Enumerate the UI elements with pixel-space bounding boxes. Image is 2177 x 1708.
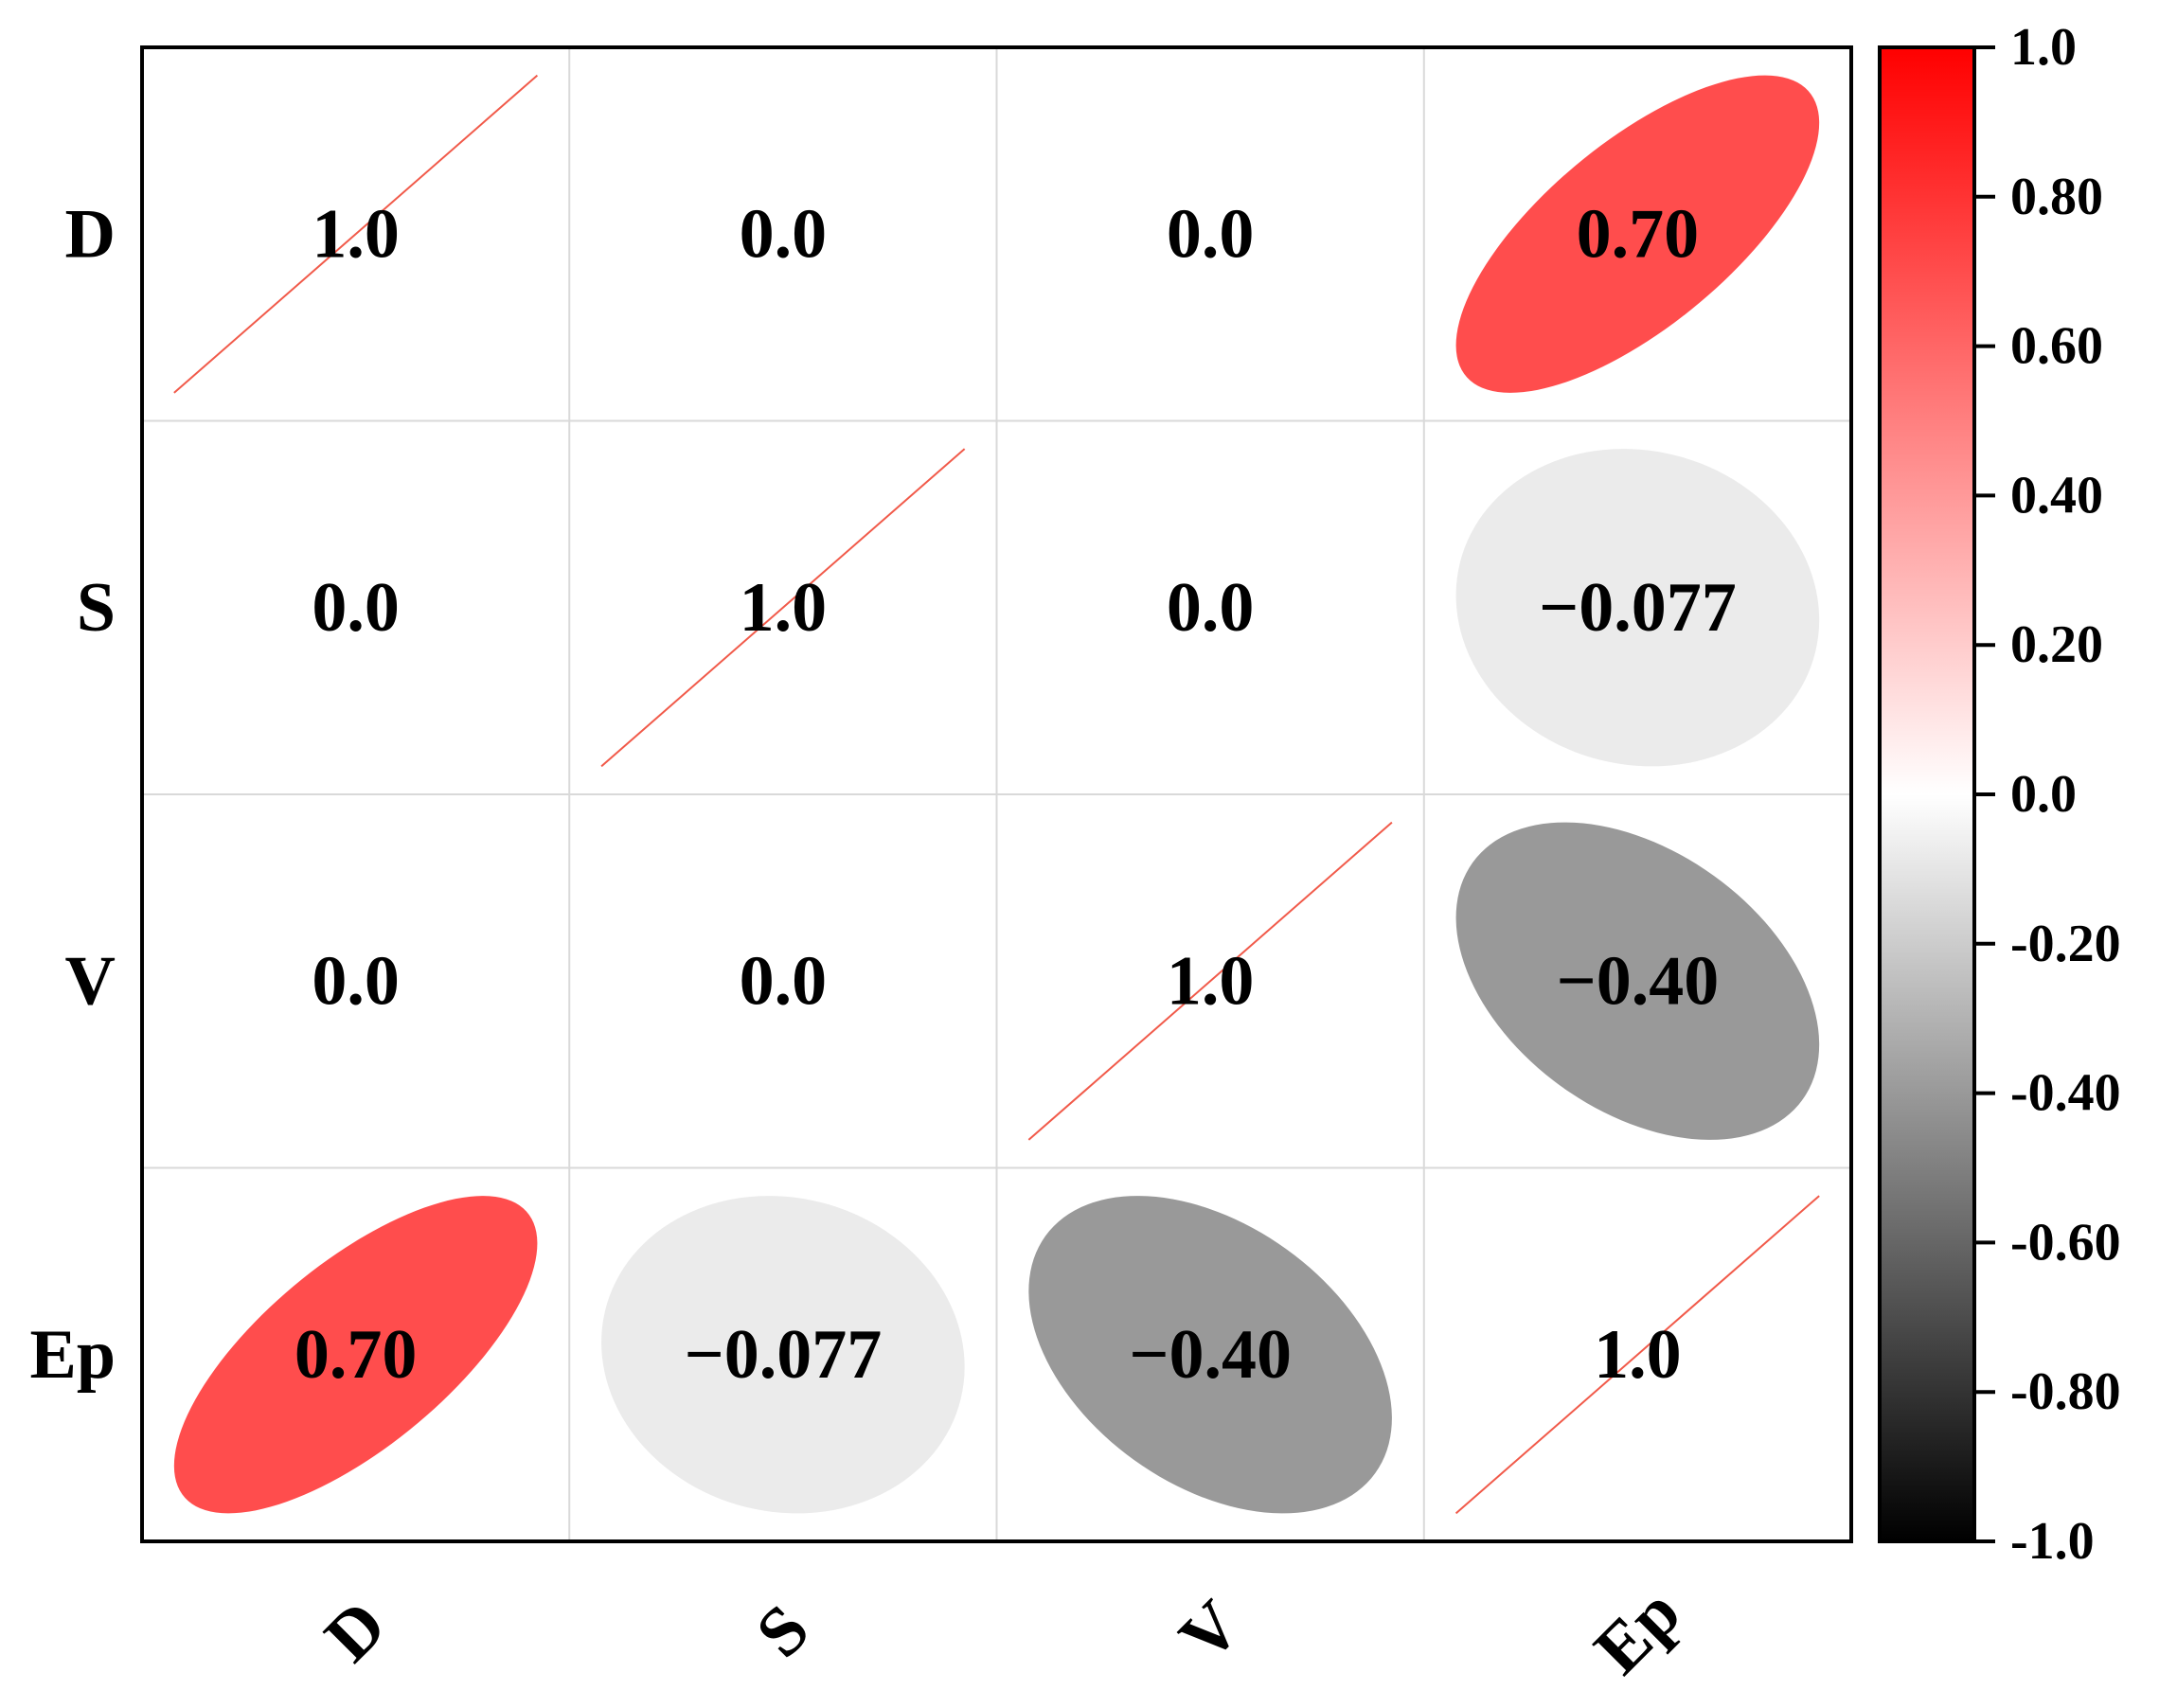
cell-value-label: 1.0 — [740, 569, 828, 647]
row-label: V — [65, 942, 116, 1020]
correlation-ellipse — [1028, 1196, 1392, 1514]
correlation-ellipse-group — [1455, 75, 1820, 393]
colorbar-tick-label: -0.20 — [2010, 915, 2121, 973]
plot-border — [140, 45, 1853, 1543]
cell-value-label: 0.70 — [1577, 195, 1700, 273]
colorbar-tick-label: -0.40 — [2010, 1064, 2121, 1123]
correlation-line — [1027, 821, 1393, 1141]
cell-value-label: 0.0 — [1167, 195, 1255, 273]
correlation-line — [173, 74, 539, 394]
row-label: S — [77, 569, 116, 647]
correlation-ellipse — [173, 1196, 538, 1514]
row-label: Ep — [29, 1316, 116, 1394]
correlation-ellipse — [1455, 822, 1820, 1140]
colorbar: 1.0 0.80 0.60 0.40 0.20 0.0 -0.20 -0.40 -0.60 -0.… — [1878, 18, 2121, 1571]
column-labels: D S V Ep — [311, 1574, 1696, 1689]
cell-value-label: −0.077 — [1539, 569, 1737, 647]
colorbar-tick-label: -0.80 — [2010, 1362, 2121, 1421]
colorbar-tick-label: -1.0 — [2010, 1512, 2095, 1571]
cell-value-label: 0.0 — [312, 569, 400, 647]
correlation-ellipse-group — [601, 1196, 965, 1514]
colorbar-gradient — [1878, 45, 1976, 1543]
column-label: S — [741, 1590, 824, 1672]
cell-value-labels: 1.0 0.0 0.0 0.70 0.0 1.0 0.0 −0.077 0.0 0.0 1.0 −0.… — [294, 195, 1737, 1394]
grid-lines — [142, 47, 1851, 1541]
cell-value-label: 1.0 — [1167, 942, 1255, 1020]
correlation-marks — [173, 74, 1820, 1515]
colorbar-tick-label: 0.20 — [2010, 615, 2103, 674]
correlation-line — [1454, 1195, 1820, 1515]
correlation-ellipse-group — [173, 1196, 538, 1514]
colorbar-tick-label: 0.80 — [2010, 168, 2103, 226]
colorbar-tick-label: -0.60 — [2010, 1213, 2121, 1272]
row-label: D — [65, 195, 116, 273]
colorbar-tick-label: 0.60 — [2010, 317, 2103, 376]
correlation-ellipse — [601, 1196, 965, 1514]
column-label: Ep — [1579, 1574, 1695, 1689]
correlation-ellipse — [1455, 75, 1820, 393]
cell-value-label: 0.0 — [740, 195, 828, 273]
cell-value-label: 0.0 — [1167, 569, 1255, 647]
cell-value-label: 0.70 — [294, 1316, 418, 1394]
cell-value-label: −0.40 — [1557, 942, 1720, 1020]
colorbar-tick-label: 0.40 — [2010, 466, 2103, 525]
correlation-ellipse-group — [1028, 1196, 1392, 1514]
colorbar-tick-label: 0.0 — [2010, 765, 2077, 824]
correlation-ellipse — [1455, 449, 1820, 767]
cell-value-label: −0.40 — [1129, 1316, 1292, 1394]
correlation-line — [600, 448, 966, 768]
cell-value-label: 0.0 — [740, 942, 828, 1020]
cell-value-label: 1.0 — [1594, 1316, 1682, 1394]
correlation-ellipse-group — [1455, 449, 1820, 767]
column-label: D — [311, 1586, 401, 1677]
correlation-ellipse-group — [1455, 822, 1820, 1140]
cell-value-label: 0.0 — [312, 942, 400, 1020]
row-labels: D S V Ep — [29, 195, 116, 1394]
colorbar-tick-label: 1.0 — [2010, 18, 2077, 77]
cell-value-label: −0.077 — [685, 1316, 883, 1394]
cell-value-label: 1.0 — [312, 195, 400, 273]
column-label: V — [1165, 1586, 1256, 1677]
